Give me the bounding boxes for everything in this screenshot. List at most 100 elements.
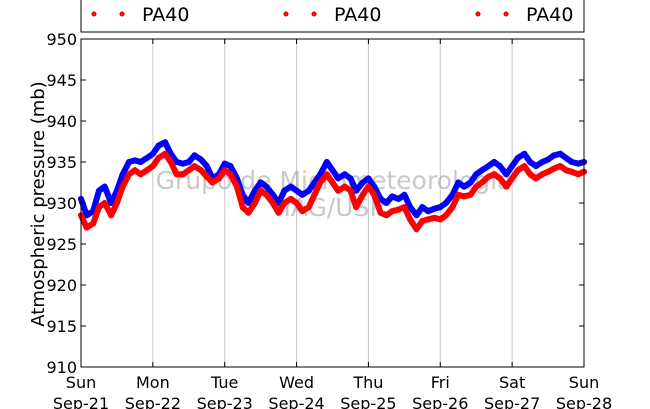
data-point bbox=[173, 159, 180, 165]
x-tick-date-label: Sep-23 bbox=[197, 394, 253, 409]
data-point bbox=[479, 179, 485, 186]
legend-marker bbox=[503, 11, 509, 17]
x-tick-day-label: Wed bbox=[279, 373, 314, 392]
series-layer bbox=[78, 139, 587, 233]
data-point bbox=[550, 165, 557, 172]
data-point bbox=[461, 183, 467, 190]
data-point bbox=[514, 167, 521, 174]
data-point bbox=[437, 216, 444, 223]
data-point bbox=[353, 187, 360, 194]
data-point bbox=[305, 204, 312, 211]
data-point bbox=[532, 175, 539, 182]
data-point bbox=[359, 191, 366, 198]
data-point bbox=[227, 163, 234, 170]
data-point bbox=[137, 159, 144, 165]
data-point bbox=[413, 212, 420, 219]
data-point bbox=[365, 175, 372, 182]
data-point bbox=[323, 171, 330, 178]
data-point bbox=[245, 209, 252, 216]
x-tick-date-label: Sep-28 bbox=[556, 394, 612, 409]
data-point bbox=[203, 173, 210, 180]
data-point bbox=[180, 171, 186, 178]
data-point bbox=[299, 208, 306, 215]
data-point bbox=[473, 183, 480, 190]
data-point bbox=[108, 200, 115, 206]
legend-marker bbox=[311, 11, 317, 17]
data-point bbox=[485, 163, 492, 170]
legend-label: PA40 bbox=[142, 4, 189, 26]
y-tick-label: 920 bbox=[46, 276, 77, 295]
y-axis: 910 915 920 925 930 935 940 945 950 bbox=[46, 30, 584, 377]
x-tick-date-label: Sep-26 bbox=[412, 394, 468, 409]
data-point bbox=[532, 163, 539, 170]
data-point bbox=[461, 193, 467, 200]
y-tick-label: 950 bbox=[46, 30, 77, 49]
data-point bbox=[251, 200, 258, 206]
data-point bbox=[144, 167, 151, 174]
data-point bbox=[563, 154, 569, 161]
data-point bbox=[527, 159, 534, 165]
data-point bbox=[479, 167, 485, 174]
data-point bbox=[575, 171, 582, 178]
data-point bbox=[167, 159, 174, 165]
data-point bbox=[126, 159, 133, 165]
data-point bbox=[389, 208, 396, 215]
x-tick-day-label: Fri bbox=[431, 373, 450, 392]
data-point bbox=[191, 163, 198, 170]
legend-marker bbox=[283, 11, 289, 17]
legend-label: PA40 bbox=[334, 4, 381, 26]
data-point bbox=[293, 187, 300, 194]
data-point bbox=[467, 191, 474, 198]
data-point bbox=[83, 224, 90, 231]
y-tick-label: 930 bbox=[46, 194, 77, 213]
data-point bbox=[509, 175, 516, 182]
data-point bbox=[173, 171, 180, 178]
data-point bbox=[496, 163, 503, 170]
data-point bbox=[389, 193, 396, 200]
data-point bbox=[443, 212, 449, 219]
data-point bbox=[281, 187, 288, 194]
data-point bbox=[449, 204, 456, 211]
data-point bbox=[317, 179, 324, 186]
data-point bbox=[521, 150, 528, 157]
data-point bbox=[503, 171, 510, 178]
data-point bbox=[539, 171, 546, 178]
data-point bbox=[557, 150, 564, 157]
data-point bbox=[131, 167, 138, 174]
data-point bbox=[180, 160, 186, 167]
data-point bbox=[563, 167, 569, 174]
data-point bbox=[514, 154, 521, 161]
data-point bbox=[485, 173, 492, 180]
data-point bbox=[96, 187, 102, 194]
data-point bbox=[245, 200, 252, 206]
data-point bbox=[401, 191, 408, 198]
data-point bbox=[329, 179, 336, 186]
data-point bbox=[455, 179, 462, 186]
x-axis: Sun Sep-21 Mon Sep-22 Tue Sep-23 Wed Sep-24 Thu S… bbox=[53, 39, 612, 409]
legend: PA40 PA40 PA40 bbox=[80, 0, 585, 33]
data-point bbox=[341, 183, 348, 190]
data-point bbox=[443, 200, 449, 206]
data-point bbox=[407, 204, 414, 211]
data-point bbox=[263, 183, 270, 190]
data-point bbox=[119, 171, 126, 178]
data-point bbox=[329, 167, 336, 174]
data-point bbox=[431, 214, 438, 221]
legend-label: PA40 bbox=[526, 4, 573, 26]
data-point bbox=[419, 204, 426, 211]
legend-box bbox=[80, 0, 585, 33]
data-point bbox=[155, 142, 162, 149]
data-point bbox=[568, 168, 575, 175]
data-point bbox=[137, 171, 144, 178]
y-tick-label: 940 bbox=[46, 112, 77, 131]
data-point bbox=[191, 152, 198, 159]
data-point bbox=[198, 167, 204, 174]
data-point bbox=[149, 163, 156, 170]
data-point bbox=[305, 187, 312, 194]
data-point bbox=[407, 216, 414, 223]
x-tick-day-label: Sun bbox=[569, 373, 599, 392]
data-point bbox=[359, 179, 366, 186]
data-point bbox=[371, 191, 378, 198]
data-point bbox=[90, 220, 97, 227]
data-point bbox=[527, 171, 534, 178]
